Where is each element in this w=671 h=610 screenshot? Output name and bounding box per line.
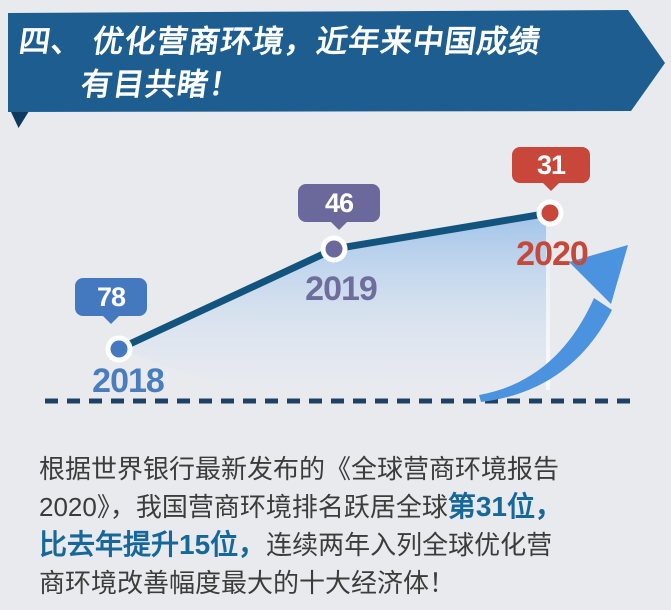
- paragraph-line-3: 比去年提升15位，连续两年入列全球优化营: [39, 526, 649, 564]
- trend-arrow-icon: [479, 245, 628, 402]
- data-point-2018-dot: [105, 335, 133, 363]
- rank-callout-2018: 78: [75, 278, 147, 324]
- emphasis-up-15: 比去年提升15位，: [39, 529, 267, 560]
- rank-callout-2020: 31: [512, 147, 590, 191]
- emphasis-rank-31: 第31位，: [447, 491, 563, 522]
- rank-value-2019: 46: [324, 187, 354, 218]
- paragraph-text: 2020》，我国营商环境排名跃居全球: [39, 492, 448, 522]
- paragraph-line-4: 商环境改善幅度最大的十大经济体！: [39, 564, 649, 602]
- paragraph-text: 连续两年入列全球优化营: [266, 530, 553, 560]
- ranking-chart: 78 46 31 2018 2019 2020: [0, 138, 671, 450]
- page-title-line-1: 四、 优化营商环境，近年来中国成绩: [16, 24, 544, 59]
- paragraph-text: 根据世界银行最新发布的《全球营商环境报告: [39, 454, 560, 484]
- rank-value-2018: 78: [96, 281, 126, 312]
- paragraph-line-2: 2020》，我国营商环境排名跃居全球第31位，: [39, 488, 649, 526]
- page-title: 四、 优化营商环境，近年来中国成绩 有目共睹！: [8, 10, 665, 106]
- page-title-line-2: 有目共睹！: [78, 67, 244, 102]
- trend-arrow-shaft: [479, 298, 612, 402]
- paragraph-line-1: 根据世界银行最新发布的《全球营商环境报告: [39, 450, 649, 488]
- callout-tail-2019: [330, 221, 348, 230]
- year-label-2019: 2019: [305, 270, 378, 308]
- callout-tail-2020: [542, 182, 560, 191]
- ranking-chart-canvas: [45, 199, 638, 404]
- rank-value-2020: 31: [536, 149, 566, 180]
- trend-arrow-head: [569, 245, 628, 304]
- data-point-2019-dot: [320, 235, 348, 263]
- year-label-2020: 2020: [516, 235, 589, 273]
- area-fill: [119, 213, 550, 398]
- description-paragraph: 根据世界银行最新发布的《全球营商环境报告 2020》，我国营商环境排名跃居全球第…: [39, 450, 649, 602]
- data-point-2020-dot: [536, 199, 564, 227]
- header-banner: 四、 优化营商环境，近年来中国成绩 有目共睹！: [8, 10, 665, 112]
- callout-tail-2018: [102, 315, 120, 324]
- year-label-2018: 2018: [92, 362, 165, 400]
- rank-callout-2019: 46: [298, 184, 380, 230]
- paragraph-text: 商环境改善幅度最大的十大经济体！: [39, 568, 456, 598]
